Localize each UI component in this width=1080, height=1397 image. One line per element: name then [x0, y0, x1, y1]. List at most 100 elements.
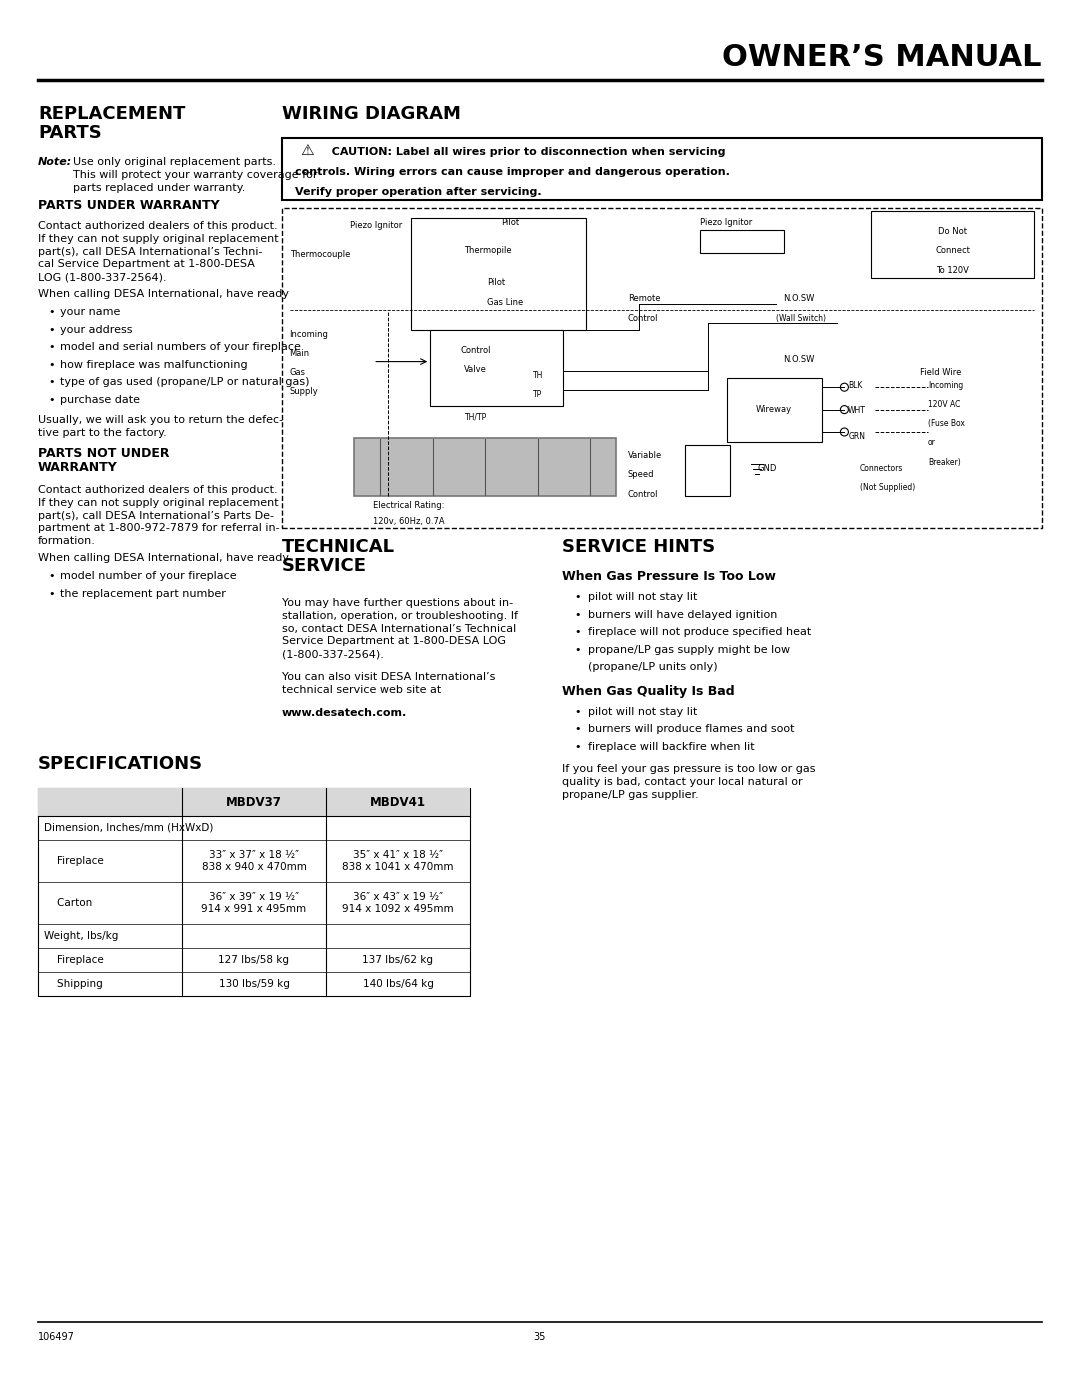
Bar [38, 788, 470, 816]
Text: www.desatech.com.: www.desatech.com. [282, 708, 407, 718]
Text: •: • [573, 724, 581, 733]
Text: model and serial numbers of your fireplace: model and serial numbers of your firepla… [60, 342, 301, 352]
Text: BLK: BLK [848, 381, 863, 390]
Text: Shipping: Shipping [44, 979, 103, 989]
Text: 127 lbs/58 kg: 127 lbs/58 kg [218, 956, 289, 965]
Text: Piezo Ignitor: Piezo Ignitor [700, 218, 753, 226]
Text: burners will have delayed ignition: burners will have delayed ignition [588, 609, 778, 619]
Text: When calling DESA International, have ready: When calling DESA International, have re… [38, 553, 289, 563]
Bar [870, 211, 1035, 278]
Text: 140 lbs/64 kg: 140 lbs/64 kg [363, 979, 433, 989]
Text: •: • [573, 707, 581, 717]
Text: pilot will not stay lit: pilot will not stay lit [588, 592, 698, 602]
Text: burners will produce flames and soot: burners will produce flames and soot [588, 724, 795, 733]
Text: PARTS UNDER WARRANTY: PARTS UNDER WARRANTY [38, 198, 219, 212]
Text: purchase date: purchase date [60, 394, 140, 405]
Text: Dimension, Inches/mm (HxWxD): Dimension, Inches/mm (HxWxD) [44, 823, 214, 833]
Text: Carton: Carton [44, 898, 92, 908]
Text: Control: Control [627, 489, 659, 499]
Text: Usually, we will ask you to return the defec-
tive part to the factory.: Usually, we will ask you to return the d… [38, 415, 283, 437]
Text: N.O.SW: N.O.SW [784, 295, 815, 303]
Text: your name: your name [60, 307, 120, 317]
Text: (Not Supplied): (Not Supplied) [860, 483, 915, 492]
Text: Wireway: Wireway [756, 405, 792, 414]
Text: Incoming: Incoming [289, 330, 328, 338]
Bar [354, 439, 617, 496]
Text: Gas Line: Gas Line [487, 298, 524, 306]
Text: 35″ x 41″ x 18 ½″
838 x 1041 x 470mm: 35″ x 41″ x 18 ½″ 838 x 1041 x 470mm [342, 849, 454, 872]
Text: type of gas used (propane/LP or natural gas): type of gas used (propane/LP or natural … [60, 377, 310, 387]
Text: (Fuse Box: (Fuse Box [928, 419, 964, 429]
Text: or: or [928, 439, 936, 447]
Text: Fireplace: Fireplace [44, 956, 104, 965]
Text: GRN: GRN [848, 432, 865, 441]
Text: TH/TP: TH/TP [464, 412, 487, 422]
Bar [282, 138, 1042, 200]
Text: TP: TP [532, 390, 542, 400]
Text: •: • [48, 394, 54, 405]
Text: model number of your fireplace: model number of your fireplace [60, 571, 237, 581]
Text: 130 lbs/59 kg: 130 lbs/59 kg [218, 979, 289, 989]
Text: •: • [573, 742, 581, 752]
Text: 120v, 60Hz, 0.7A: 120v, 60Hz, 0.7A [374, 517, 445, 525]
Text: •: • [48, 377, 54, 387]
Text: •: • [573, 644, 581, 655]
Text: •: • [48, 359, 54, 369]
Text: Do Not: Do Not [939, 228, 968, 236]
Text: Thermopile: Thermopile [464, 246, 512, 256]
Text: pilot will not stay lit: pilot will not stay lit [588, 707, 698, 717]
Text: Gas: Gas [289, 367, 306, 377]
Text: SERVICE HINTS: SERVICE HINTS [562, 538, 715, 556]
Text: fireplace will backfire when lit: fireplace will backfire when lit [588, 742, 755, 752]
Text: the replacement part number: the replacement part number [60, 588, 226, 598]
Text: 36″ x 43″ x 19 ½″
914 x 1092 x 495mm: 36″ x 43″ x 19 ½″ 914 x 1092 x 495mm [342, 891, 454, 914]
Bar [411, 218, 586, 330]
Text: Contact authorized dealers of this product.
If they can not supply original repl: Contact authorized dealers of this produ… [38, 221, 279, 282]
Text: 120V AC: 120V AC [928, 400, 960, 409]
Text: TH: TH [532, 372, 543, 380]
Text: Variable: Variable [627, 451, 662, 460]
Text: Fireplace: Fireplace [44, 856, 104, 866]
Bar [430, 330, 563, 407]
Text: •: • [573, 609, 581, 619]
Text: Contact authorized dealers of this product.
If they can not supply original repl: Contact authorized dealers of this produ… [38, 485, 280, 546]
Text: •: • [48, 307, 54, 317]
Text: Verify proper operation after servicing.: Verify proper operation after servicing. [295, 187, 542, 197]
Text: Weight, lbs/kg: Weight, lbs/kg [44, 930, 119, 942]
Text: When Gas Quality Is Bad: When Gas Quality Is Bad [562, 685, 734, 697]
Text: If you feel your gas pressure is too low or gas
quality is bad, contact your loc: If you feel your gas pressure is too low… [562, 764, 815, 799]
Text: •: • [48, 571, 54, 581]
Text: Incoming: Incoming [928, 381, 963, 390]
Text: 35: 35 [534, 1331, 546, 1343]
Text: 36″ x 39″ x 19 ½″
914 x 991 x 495mm: 36″ x 39″ x 19 ½″ 914 x 991 x 495mm [202, 891, 307, 914]
Text: Pilot: Pilot [487, 278, 505, 288]
Bar [727, 377, 822, 441]
Text: Piezo Ignitor: Piezo Ignitor [350, 221, 403, 229]
Text: •: • [48, 342, 54, 352]
Text: Control: Control [627, 313, 659, 323]
Text: OWNER’S MANUAL: OWNER’S MANUAL [723, 43, 1042, 73]
Text: When calling DESA International, have ready: When calling DESA International, have re… [38, 289, 289, 299]
Bar [685, 444, 730, 496]
Text: 33″ x 37″ x 18 ½″
838 x 940 x 470mm: 33″ x 37″ x 18 ½″ 838 x 940 x 470mm [202, 849, 307, 872]
Text: To 120V: To 120V [936, 265, 969, 275]
Text: SPECIFICATIONS: SPECIFICATIONS [38, 754, 203, 773]
Text: MBDV41: MBDV41 [370, 795, 426, 809]
Text: (Wall Switch): (Wall Switch) [777, 313, 826, 323]
Text: WHT: WHT [848, 407, 866, 415]
Text: Supply: Supply [289, 387, 319, 397]
Text: PARTS NOT UNDER
WARRANTY: PARTS NOT UNDER WARRANTY [38, 447, 170, 474]
Text: Thermocouple: Thermocouple [289, 250, 350, 258]
Text: Speed: Speed [627, 471, 654, 479]
Text: Field Wire: Field Wire [920, 367, 962, 377]
Text: ⚠: ⚠ [300, 142, 313, 158]
Text: Breaker): Breaker) [928, 458, 961, 467]
Text: Valve: Valve [464, 365, 487, 374]
Text: GND: GND [757, 464, 777, 474]
Text: •: • [48, 588, 54, 598]
Text: propane/LP gas supply might be low: propane/LP gas supply might be low [588, 644, 791, 655]
Text: Use only original replacement parts.
This will protect your warranty coverage fo: Use only original replacement parts. Thi… [73, 156, 318, 193]
Bar [282, 208, 1042, 528]
Text: You can also visit DESA International’s
technical service web site at: You can also visit DESA International’s … [282, 672, 496, 694]
Text: Connectors: Connectors [860, 464, 903, 474]
